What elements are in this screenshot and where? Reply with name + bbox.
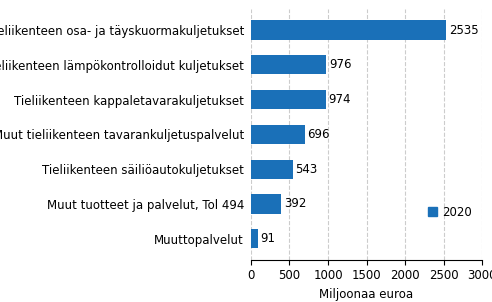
Text: 392: 392 <box>284 198 306 210</box>
Text: 91: 91 <box>261 232 276 245</box>
Text: 974: 974 <box>329 93 351 106</box>
Text: 976: 976 <box>329 58 351 71</box>
Text: 696: 696 <box>308 128 330 141</box>
Bar <box>251 90 326 109</box>
X-axis label: Miljoonaa euroa: Miljoonaa euroa <box>319 288 414 301</box>
Bar <box>251 229 258 248</box>
Bar <box>251 55 326 74</box>
Bar <box>251 21 446 40</box>
Bar <box>251 194 281 214</box>
Bar <box>251 125 305 144</box>
Text: 2535: 2535 <box>449 24 479 37</box>
Text: 543: 543 <box>296 163 318 176</box>
Bar <box>251 160 293 179</box>
Legend: 2020: 2020 <box>423 201 476 224</box>
